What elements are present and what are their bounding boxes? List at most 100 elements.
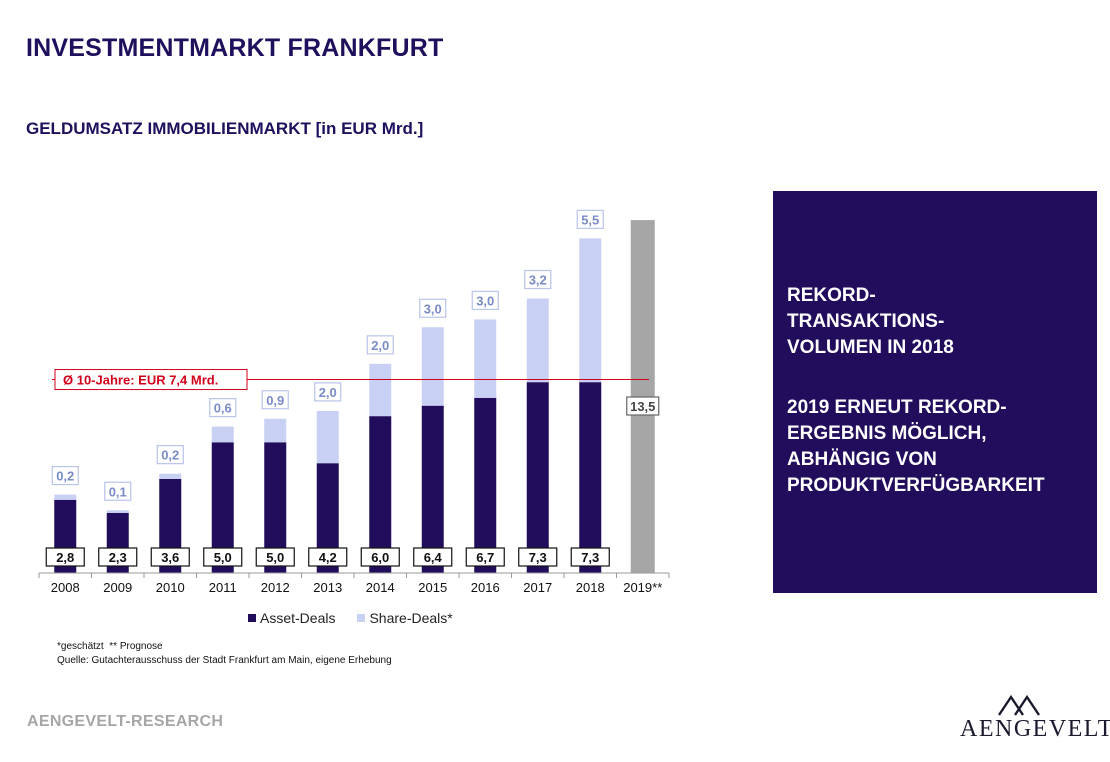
bar-share-2016 — [474, 319, 497, 398]
bar-share-2012 — [264, 418, 287, 443]
asset-value-label: 4,2 — [308, 547, 348, 567]
asset-value-label: 3,6 — [150, 547, 190, 567]
bar-share-2014 — [369, 363, 392, 417]
bar-asset-2016 — [474, 397, 497, 573]
bar-asset-2014 — [369, 416, 392, 573]
bar-asset-2011 — [211, 442, 234, 573]
bar-asset-2012 — [264, 442, 287, 573]
bar-share-2017 — [526, 298, 549, 383]
share-value-label-box — [366, 335, 394, 355]
asset-value-label-text: 3,6 — [161, 550, 179, 565]
legend-swatch-asset — [248, 614, 256, 622]
labels-group: 2,8 0,2 2,3 0,1 3,6 0,2 5,0 0,6 5,0 0,9 4,2 2,0 6,0 2… — [45, 209, 660, 567]
asset-value-label: 2,8 — [45, 547, 85, 567]
x-tick-label: 2010 — [156, 580, 185, 595]
share-value-label: 2,0 — [314, 382, 342, 402]
asset-value-label: 5,0 — [255, 547, 295, 567]
research-label: AENGEVELT-RESEARCH — [27, 713, 224, 730]
share-value-label-text: 0,2 — [161, 448, 179, 463]
asset-value-label: 6,0 — [360, 547, 400, 567]
asset-value-label-box — [360, 547, 400, 567]
asset-value-label-box — [518, 547, 558, 567]
chart-subtitle: GELDUMSATZ IMMOBILIENMARKT [in EUR Mrd.] — [26, 119, 424, 138]
bar-asset-2017 — [526, 382, 549, 573]
x-axis: 2008 2009 2010 2011 2012 2013 2014 2015 2016 2017… — [38, 572, 670, 595]
asset-value-label-text: 6,4 — [424, 550, 443, 565]
share-value-label: 0,9 — [261, 390, 289, 410]
info-text-outlook: 2019 ERNEUT REKORD- ERGEBNIS MÖGLICH, AB… — [787, 397, 1045, 496]
bar-share-2013 — [316, 410, 339, 464]
asset-value-label-box — [45, 547, 85, 567]
x-tick-label: 2016 — [471, 580, 500, 595]
bar-share-2009 — [106, 510, 129, 513]
share-value-label-text: 5,5 — [581, 212, 599, 227]
bar-share-2008 — [54, 494, 77, 500]
share-value-label: 5,5 — [576, 209, 604, 229]
share-value-label-text: 0,1 — [109, 484, 127, 499]
bar-asset-2015 — [421, 405, 444, 573]
share-value-label: 3,0 — [471, 290, 499, 311]
share-value-label-text: 2,0 — [371, 338, 389, 353]
legend: Asset-Deals Share-Deals* — [248, 610, 453, 626]
average-label: Ø 10-Jahre: EUR 7,4 Mrd. — [54, 369, 248, 391]
logo-mark-icon — [998, 694, 1040, 716]
asset-value-label-box — [255, 547, 295, 567]
x-tick-label: 2018 — [576, 580, 605, 595]
share-value-label-text: 2,0 — [319, 385, 337, 400]
bar-share-2011 — [211, 426, 234, 443]
asset-value-label: 7,3 — [570, 547, 610, 567]
share-value-label: 3,2 — [524, 269, 552, 290]
share-value-label-box — [576, 209, 604, 229]
share-value-label-text: 0,2 — [56, 469, 74, 484]
footnote: *geschätzt ** Prognose Quelle: Gutachter… — [57, 640, 392, 668]
info-text-record: REKORD- TRANSAKTIONS- VOLUMEN IN 2018 — [787, 285, 954, 358]
x-tick-label: 2019** — [623, 580, 662, 595]
info-box: REKORD- TRANSAKTIONS- VOLUMEN IN 2018 20… — [773, 191, 1097, 593]
asset-value-label-text: 5,0 — [266, 550, 284, 565]
page-title: INVESTMENTMARKT FRANKFURT — [26, 34, 444, 62]
average-line-group: Ø 10-Jahre: EUR 7,4 Mrd. — [52, 369, 649, 391]
share-value-label: 0,1 — [104, 481, 132, 501]
logo-text: AENGEVELT — [960, 716, 1110, 742]
asset-value-label: 5,0 — [203, 547, 243, 567]
share-value-label: 3,0 — [419, 298, 447, 318]
x-tick-label: 2015 — [418, 580, 447, 595]
share-value-label-box — [471, 290, 499, 311]
forecast-value-label-box — [626, 396, 660, 416]
x-tick-label: 2014 — [366, 580, 395, 595]
forecast-value-label-text: 13,5 — [630, 399, 655, 414]
share-value-label-box — [51, 465, 79, 486]
legend-item-share: Share-Deals* — [357, 610, 453, 626]
aengevelt-logo: AENGEVELT — [960, 694, 1110, 744]
asset-value-label-text: 2,8 — [56, 550, 74, 565]
x-tick-label: 2017 — [523, 580, 552, 595]
share-value-label-box — [314, 382, 342, 402]
bar-asset-2013 — [316, 463, 339, 573]
share-value-label: 0,2 — [156, 445, 184, 465]
asset-value-label-box — [150, 547, 190, 567]
asset-value-label-text: 7,3 — [581, 550, 599, 565]
x-tick-label: 2012 — [261, 580, 290, 595]
x-tick-label: 2009 — [103, 580, 132, 595]
asset-value-label-box — [98, 547, 138, 567]
share-value-label-text: 0,6 — [214, 401, 232, 416]
x-tick-label: 2011 — [209, 580, 237, 595]
share-value-label-text: 3,2 — [529, 273, 547, 288]
asset-value-label-box — [203, 547, 243, 567]
asset-value-label-text: 5,0 — [214, 550, 232, 565]
forecast-value-label: 13,5 — [626, 396, 660, 416]
asset-value-label: 2,3 — [98, 547, 138, 567]
share-value-label-box — [209, 398, 237, 418]
share-value-label: 0,6 — [209, 398, 237, 418]
asset-value-label-text: 2,3 — [109, 550, 127, 565]
share-value-label-text: 3,0 — [424, 301, 442, 316]
asset-value-label-text: 4,2 — [319, 550, 337, 565]
asset-value-label-box — [465, 547, 505, 567]
asset-value-label: 6,7 — [465, 547, 505, 567]
share-value-label: 0,2 — [51, 465, 79, 486]
asset-value-label-box — [570, 547, 610, 567]
bar-share-2018 — [579, 238, 602, 383]
bar-share-2015 — [421, 327, 444, 406]
legend-label-asset: Asset-Deals — [260, 610, 336, 626]
legend-swatch-share — [357, 614, 366, 622]
